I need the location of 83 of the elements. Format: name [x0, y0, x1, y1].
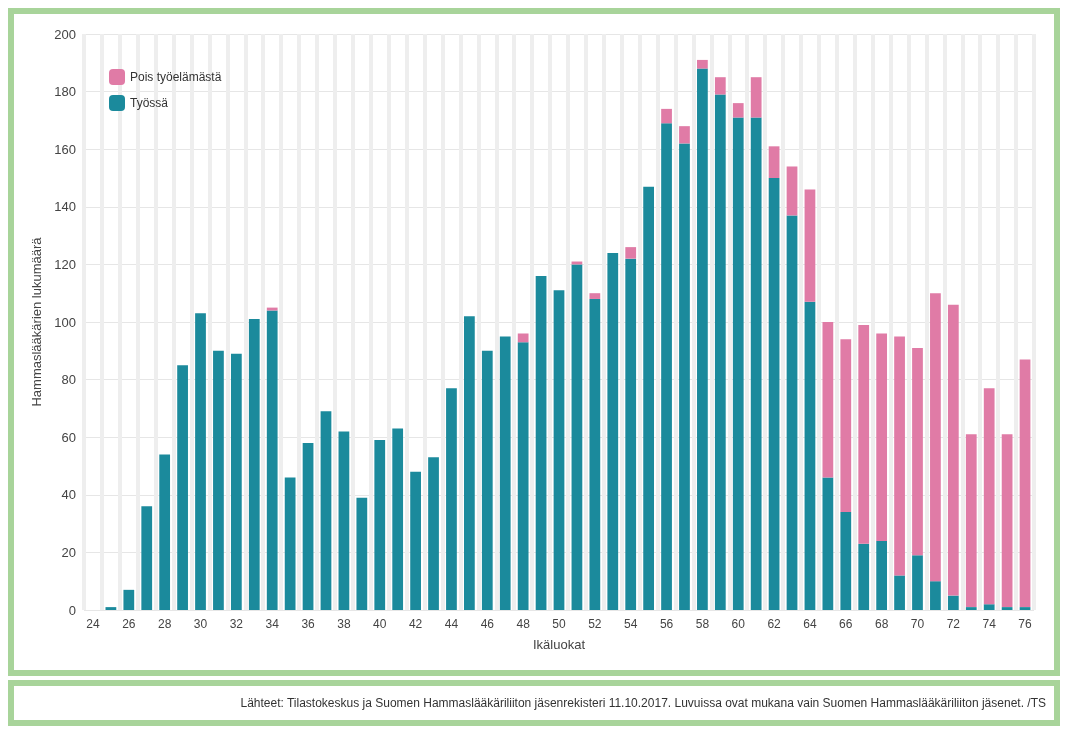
y-tick-label: 100 — [54, 314, 76, 330]
x-axis-title: Ikäluokat — [532, 637, 586, 652]
bar — [714, 77, 726, 95]
bar — [840, 339, 852, 513]
y-tick-label: 140 — [54, 199, 76, 215]
x-tick-label: 36 — [301, 617, 316, 631]
bar — [786, 166, 798, 216]
bar — [679, 126, 690, 144]
bar — [141, 506, 153, 610]
x-tick-label: 30 — [193, 617, 208, 631]
x-tick-label: 72 — [946, 617, 961, 631]
x-tick-label: 52 — [588, 617, 602, 631]
x-tick-label: 56 — [659, 617, 674, 631]
bar — [930, 581, 941, 610]
x-tick-label: 54 — [624, 617, 638, 631]
bar — [732, 103, 744, 118]
bar — [625, 247, 637, 259]
y-tick-label: 0 — [68, 602, 76, 618]
bar — [894, 575, 905, 610]
bar — [392, 428, 404, 610]
bar — [589, 293, 601, 299]
y-tick-label: 80 — [61, 372, 76, 388]
x-tick-label: 48 — [516, 617, 531, 631]
bar — [804, 189, 816, 302]
y-tick-label: 40 — [61, 487, 76, 503]
bar — [1001, 434, 1013, 608]
x-tick-label: 66 — [839, 617, 853, 631]
x-tick-label: 74 — [982, 617, 997, 631]
bar — [428, 457, 439, 610]
y-tick-label: 160 — [54, 141, 76, 157]
x-tick-label: 34 — [265, 617, 280, 631]
bar — [912, 555, 923, 610]
x-tick-label: 24 — [86, 617, 100, 631]
bar — [517, 333, 529, 343]
bar — [750, 77, 762, 118]
x-tick-label: 44 — [444, 617, 459, 631]
bar — [965, 607, 977, 610]
legend-label: Pois työelämästä — [130, 70, 222, 84]
x-tick-label: 70 — [910, 617, 925, 631]
y-tick-label: 200 — [54, 26, 76, 42]
bar — [338, 431, 350, 610]
x-tick-label: 32 — [229, 617, 244, 631]
bar — [159, 454, 171, 610]
bar — [822, 322, 834, 478]
bar — [1001, 607, 1013, 610]
bar — [374, 440, 386, 610]
x-tick-label: 68 — [874, 617, 889, 631]
bar — [840, 512, 852, 610]
bar — [822, 477, 834, 610]
x-tick-label: 46 — [480, 617, 495, 631]
bar — [302, 442, 314, 610]
x-tick-label: 50 — [552, 617, 566, 631]
text: Lähteet: Tilastokeskus ja Suomen Hammaslääkäriliiton jäsenrekisteri 11.10.2017. Luvuissa ovat mukana vain Suomen Hammaslääkäriliiton jäsenet. /TS — [239, 696, 1046, 710]
y-tick-label: 120 — [54, 256, 76, 272]
x-tick-label: 64 — [803, 617, 817, 631]
x-tick-label: 28 — [157, 617, 172, 631]
legend-label: Työssä — [130, 96, 169, 110]
bar — [983, 604, 995, 610]
x-tick-label: 76 — [1018, 617, 1033, 631]
bar — [410, 471, 421, 610]
x-tick-label: 60 — [731, 617, 746, 631]
x-tick-label: 26 — [122, 617, 136, 631]
bar — [768, 146, 780, 178]
x-tick-label: 42 — [408, 617, 423, 631]
x-tick-label: 40 — [373, 617, 387, 631]
bar — [123, 589, 135, 610]
bar — [876, 540, 888, 610]
x-tick-label: 58 — [695, 617, 710, 631]
x-tick-label: 38 — [337, 617, 351, 631]
bar — [697, 59, 708, 69]
x-tick-label: 62 — [767, 617, 782, 631]
bar — [965, 434, 977, 608]
y-tick-label: 60 — [61, 429, 76, 445]
bar — [858, 543, 870, 610]
bar — [105, 607, 117, 610]
bar — [356, 497, 368, 610]
y-tick-label: 180 — [54, 84, 76, 100]
y-axis-title: Hammaslääkärien lukumäärä — [29, 236, 45, 407]
y-tick-label: 20 — [61, 544, 76, 560]
bar — [284, 477, 296, 610]
bar — [661, 108, 672, 124]
bar — [947, 595, 959, 610]
bar — [1019, 607, 1031, 610]
